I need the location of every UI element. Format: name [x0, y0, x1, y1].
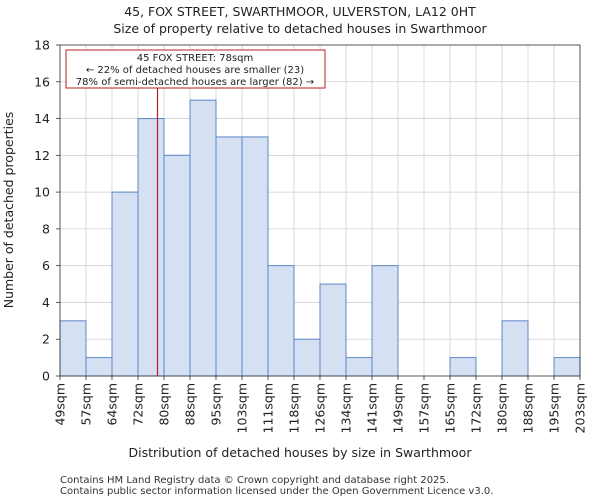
histogram-bar: [371, 265, 399, 377]
y-tick-label: 8: [42, 221, 50, 236]
x-tick-label: 64sqm: [105, 383, 120, 426]
annotation-box: [65, 49, 326, 89]
histogram-bar: [85, 357, 113, 377]
footer-line2: Contains public sector information licen…: [60, 486, 493, 497]
x-tick-label: 49sqm: [53, 383, 68, 426]
x-tick-label: 165sqm: [443, 383, 458, 433]
y-axis-ticks: 0 2 4 6 8 10 12 14 16 18: [34, 38, 60, 384]
x-tick-label: 95sqm: [209, 383, 224, 426]
y-tick-label: 0: [42, 369, 50, 384]
bars: [59, 99, 581, 377]
chart-title-line1: 45, FOX STREET, SWARTHMOOR, ULVERSTON, L…: [124, 4, 476, 19]
annotation-line3: 78% of semi-detached houses are larger (…: [76, 77, 314, 88]
histogram-bar: [59, 320, 87, 377]
y-tick-label: 12: [34, 148, 50, 163]
x-tick-label: 57sqm: [79, 383, 94, 426]
y-tick-label: 6: [42, 258, 50, 273]
histogram-bar: [449, 357, 477, 377]
y-tick-label: 14: [34, 111, 50, 126]
histogram-bar: [137, 118, 165, 377]
x-tick-label: 88sqm: [183, 383, 198, 426]
x-tick-label: 72sqm: [131, 383, 146, 426]
histogram-bar: [293, 338, 321, 377]
histogram-bar: [189, 99, 217, 377]
y-tick-label: 18: [34, 38, 50, 53]
histogram-bar: [163, 154, 191, 377]
histogram-bar: [319, 283, 347, 377]
x-tick-label: 134sqm: [339, 383, 354, 433]
annotation-line1: 45 FOX STREET: 78sqm: [137, 53, 254, 64]
x-axis-ticks: 49sqm 57sqm 64sqm 72sqm 80sqm 88sqm 95sqm 103sq…: [53, 376, 588, 433]
x-tick-label: 111sqm: [261, 383, 276, 433]
histogram-bar: [215, 136, 243, 377]
y-tick-label: 4: [42, 295, 50, 310]
y-tick-label: 10: [34, 185, 50, 200]
plot-frame: [59, 44, 581, 377]
x-tick-label: 195sqm: [547, 383, 562, 433]
x-tick-label: 172sqm: [469, 383, 484, 433]
histogram-bar: [553, 357, 581, 377]
histogram-bar: [501, 320, 529, 377]
x-tick-label: 149sqm: [391, 383, 406, 433]
histogram-bar: [345, 357, 373, 377]
y-axis-label: Number of detached properties: [1, 112, 16, 309]
x-tick-label: 103sqm: [235, 383, 250, 433]
y-tick-label: 16: [34, 74, 50, 89]
y-tick-label: 2: [42, 332, 50, 347]
chart-title-line2: Size of property relative to detached ho…: [113, 21, 487, 36]
footer-line1: Contains HM Land Registry data © Crown c…: [60, 475, 449, 486]
x-tick-label: 141sqm: [365, 383, 380, 433]
x-axis-label: Distribution of detached houses by size …: [129, 445, 473, 460]
histogram-bar: [111, 191, 139, 377]
x-tick-label: 126sqm: [313, 383, 328, 433]
x-tick-label: 80sqm: [157, 383, 172, 426]
annotation-line2: ← 22% of detached houses are smaller (23…: [86, 65, 304, 76]
x-tick-label: 118sqm: [287, 383, 302, 433]
x-tick-label: 180sqm: [495, 383, 510, 433]
histogram-bar: [241, 136, 269, 377]
x-tick-label: 203sqm: [573, 383, 588, 433]
x-tick-label: 188sqm: [521, 383, 536, 433]
histogram-bar: [267, 265, 295, 377]
x-tick-label: 157sqm: [417, 383, 432, 433]
marker-annotation: 45 FOX STREET: 78sqm ← 22% of detached h…: [65, 49, 326, 89]
